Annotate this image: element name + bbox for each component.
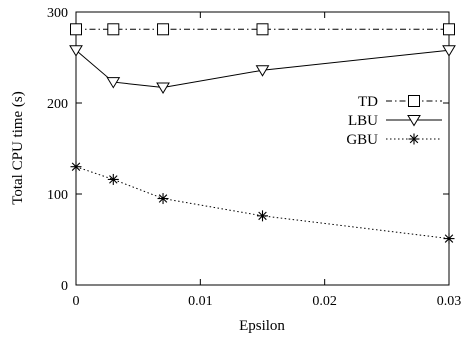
x-tick-label: 0.02 <box>312 294 337 309</box>
y-tick-label: 100 <box>47 188 68 203</box>
data-point-td <box>256 23 269 36</box>
data-point-td <box>157 23 170 36</box>
plot-frame <box>75 11 450 286</box>
legend-marker-gbu <box>408 133 420 145</box>
data-point-gbu <box>257 210 268 222</box>
x-tick-label: 0.01 <box>188 294 213 309</box>
data-point-lbu <box>255 65 270 77</box>
legend-label-lbu: LBU <box>348 113 378 129</box>
legend-marker-lbu <box>407 115 421 127</box>
x-axis-ticks: 0 0.01 0.02 0.03 <box>73 12 462 309</box>
series-layer <box>69 23 456 245</box>
series-lbu <box>69 45 456 95</box>
series-gbu <box>70 161 455 245</box>
data-point-gbu <box>443 233 455 245</box>
x-tick-label: 0 <box>73 294 80 309</box>
data-point-lbu <box>156 82 170 95</box>
data-point-td <box>107 23 120 36</box>
legend-label-gbu: GBU <box>346 132 378 148</box>
data-point-lbu <box>442 45 456 57</box>
y-tick-label: 0 <box>61 279 68 294</box>
series-line-gbu <box>75 166 450 240</box>
y-tick-label: 300 <box>47 6 68 21</box>
y-tick-label: 200 <box>47 97 68 112</box>
data-point-gbu <box>70 161 82 173</box>
data-point-td <box>70 23 82 36</box>
data-point-gbu <box>107 173 119 185</box>
data-point-gbu <box>157 193 169 205</box>
series-td <box>70 23 455 36</box>
legend-marker-td <box>408 95 420 107</box>
y-axis-label: Total CPU time (s) <box>10 91 26 205</box>
legend: TD LBU GBU <box>346 94 442 148</box>
data-point-lbu <box>106 77 121 89</box>
data-point-lbu <box>69 45 83 57</box>
x-tick-label: 0.03 <box>437 294 462 309</box>
data-point-td <box>443 23 455 36</box>
x-axis-label: Epsilon <box>239 318 285 334</box>
y-axis-ticks: 0 100 200 300 <box>47 6 449 294</box>
legend-label-td: TD <box>358 94 378 110</box>
